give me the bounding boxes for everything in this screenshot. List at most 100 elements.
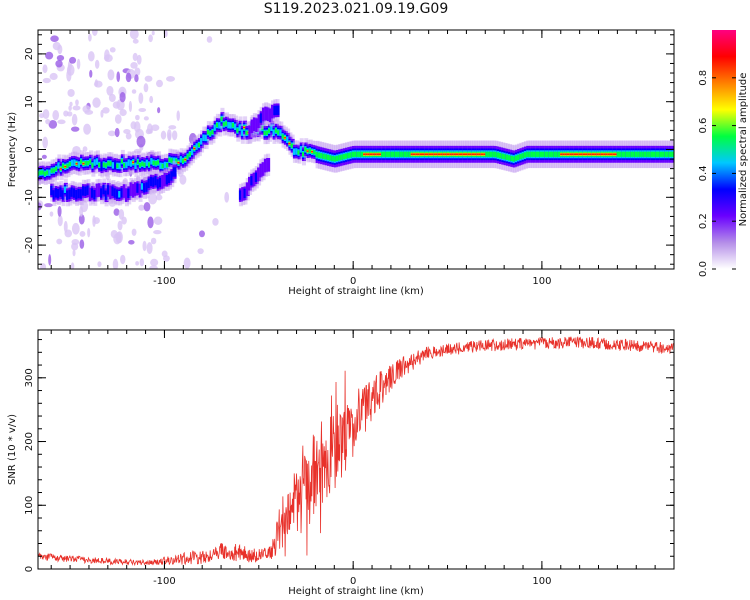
spectrogram-noise-blob bbox=[149, 265, 158, 269]
spectrogram-x-tick-label: -100 bbox=[153, 276, 176, 287]
spectrogram-cell bbox=[340, 154, 345, 160]
page-title: S119.2023.021.09.19.G09 bbox=[263, 1, 449, 17]
spectrogram-cell bbox=[170, 171, 175, 181]
spectrogram-cell bbox=[64, 166, 69, 168]
spectrogram-cell bbox=[671, 151, 674, 157]
spectrogram-cell bbox=[220, 116, 225, 122]
spectrogram-cell bbox=[202, 134, 207, 141]
spectrogram-cell bbox=[90, 188, 95, 198]
spectrogram-noise-blob bbox=[102, 107, 110, 114]
spectrogram-cell bbox=[81, 186, 86, 196]
spectrogram-cell bbox=[501, 153, 506, 159]
spectrogram-cell bbox=[261, 162, 266, 176]
spectrogram-cell bbox=[446, 153, 451, 156]
spectrogram-heatmap bbox=[38, 30, 674, 269]
spectrogram-noise-blob bbox=[138, 92, 144, 104]
spectrogram-noise-blob bbox=[76, 58, 81, 70]
spectrogram-cell bbox=[177, 161, 182, 164]
spectrogram-cell bbox=[283, 137, 288, 139]
spectrogram-cell bbox=[255, 118, 260, 132]
spectrogram-cell bbox=[116, 163, 121, 168]
spectrogram-cell bbox=[600, 153, 605, 156]
spectrogram-noise-blob bbox=[142, 240, 147, 252]
spectrogram-cell bbox=[75, 163, 80, 165]
spectrogram-cell bbox=[231, 123, 236, 128]
spectrogram-cell bbox=[598, 153, 603, 156]
spectrogram-cell bbox=[668, 151, 673, 157]
spectrogram-noise-blob bbox=[94, 59, 100, 69]
spectrogram-cell bbox=[57, 189, 62, 199]
spectrogram-cell bbox=[186, 154, 191, 159]
spectrogram-cell bbox=[580, 153, 585, 156]
spectrogram-noise-blob bbox=[56, 238, 63, 245]
spectrogram-cell bbox=[514, 155, 519, 161]
spectrogram-cell bbox=[120, 158, 125, 164]
spectrogram-cell bbox=[431, 153, 436, 156]
spectrogram-noise-blob bbox=[151, 124, 160, 131]
spectrogram-cell bbox=[93, 159, 98, 166]
spectrogram-cell bbox=[320, 153, 325, 159]
spectrogram-noise-blob bbox=[176, 110, 180, 122]
spectrogram-cell bbox=[254, 172, 259, 182]
spectrogram-y-tick-label: -20 bbox=[24, 237, 35, 253]
spectrogram-cell bbox=[428, 153, 433, 156]
colorbar-ticks: 0.0 0.2 0.4 0.6 0.8 bbox=[698, 70, 736, 277]
spectrogram-noise-blob bbox=[48, 119, 58, 129]
colorbar-tick-label: 0.0 bbox=[698, 261, 709, 277]
spectrogram-cell bbox=[487, 151, 492, 157]
spectrogram-noise-blob bbox=[117, 220, 123, 231]
spectrogram-cell bbox=[455, 153, 460, 156]
spectrogram-cell bbox=[292, 148, 297, 155]
spectrogram-cell bbox=[639, 151, 644, 157]
spectrogram-cell bbox=[614, 153, 619, 156]
spectrogram-noise-blob bbox=[131, 89, 137, 94]
spectrogram-cell bbox=[476, 153, 481, 156]
spectrogram-noise-blob bbox=[138, 107, 147, 112]
spectrogram-cell bbox=[159, 162, 164, 169]
spectrogram-cell bbox=[376, 153, 381, 156]
spectrogram-cell bbox=[519, 154, 524, 160]
spectrogram-cell bbox=[279, 129, 284, 136]
spectrogram-noise-blob bbox=[69, 101, 73, 107]
spectrogram-cell bbox=[68, 161, 73, 167]
spectrogram-noise-blob bbox=[68, 105, 72, 111]
spectrogram-cell bbox=[603, 153, 608, 156]
spectrogram-x-tick-label: 0 bbox=[350, 276, 356, 287]
spectrogram-cell bbox=[106, 185, 111, 195]
spectrogram-cell bbox=[129, 182, 134, 196]
spectrogram-cell bbox=[462, 153, 467, 156]
spectrogram-cell bbox=[66, 163, 71, 168]
spectrogram-cell bbox=[218, 122, 223, 129]
spectrogram-noise-blob bbox=[107, 130, 116, 137]
snr-x-tick-label: -100 bbox=[153, 576, 176, 587]
spectrogram-noise-blob bbox=[87, 227, 91, 238]
spectrogram-ridge bbox=[38, 107, 674, 185]
spectrogram-noise-blob bbox=[136, 54, 142, 65]
spectrogram-cell bbox=[612, 153, 617, 156]
spectrogram-cell bbox=[238, 124, 243, 131]
spectrogram-cell bbox=[664, 151, 669, 157]
spectrogram-cell bbox=[277, 130, 282, 135]
spectrogram-cell bbox=[607, 153, 612, 156]
spectrogram-cell bbox=[204, 134, 209, 142]
colorbar-tick-label: 0.2 bbox=[698, 213, 709, 229]
spectrogram-cell bbox=[451, 153, 456, 156]
spectrogram-cell bbox=[227, 121, 232, 129]
spectrogram-cell bbox=[175, 158, 180, 163]
spectrogram-cell bbox=[548, 151, 553, 157]
spectrogram-cell bbox=[82, 162, 87, 165]
spectrogram-noise-blob bbox=[130, 62, 138, 69]
spectrogram-cell bbox=[161, 163, 166, 169]
spectrogram-cell bbox=[354, 151, 359, 157]
spectrogram-cell bbox=[109, 161, 114, 166]
spectrogram-cell bbox=[61, 190, 66, 200]
spectrogram-cell bbox=[301, 152, 306, 157]
spectrogram-cell bbox=[444, 153, 449, 156]
spectrogram-noise-blob bbox=[171, 130, 178, 141]
spectrogram-cell bbox=[55, 166, 60, 171]
snr-y-tick-label: 100 bbox=[24, 496, 35, 515]
spectrogram-cell bbox=[666, 151, 671, 157]
spectrogram-cell bbox=[241, 187, 246, 201]
snr-panel: -100 0 100 0 100 200 300 Height of straight li… bbox=[7, 329, 675, 597]
